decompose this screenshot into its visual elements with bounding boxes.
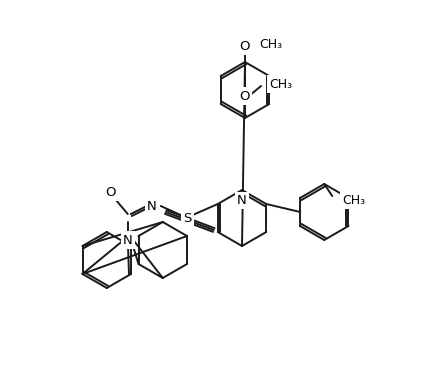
Text: CH₃: CH₃ <box>269 78 292 90</box>
Text: CH₃: CH₃ <box>342 193 365 207</box>
Text: CH₃: CH₃ <box>259 39 282 51</box>
Text: N: N <box>237 194 247 207</box>
Text: N: N <box>147 200 157 213</box>
Text: O: O <box>240 90 250 103</box>
Text: O: O <box>240 39 250 52</box>
Text: O: O <box>106 186 116 198</box>
Text: N: N <box>123 234 133 247</box>
Text: S: S <box>184 212 192 225</box>
